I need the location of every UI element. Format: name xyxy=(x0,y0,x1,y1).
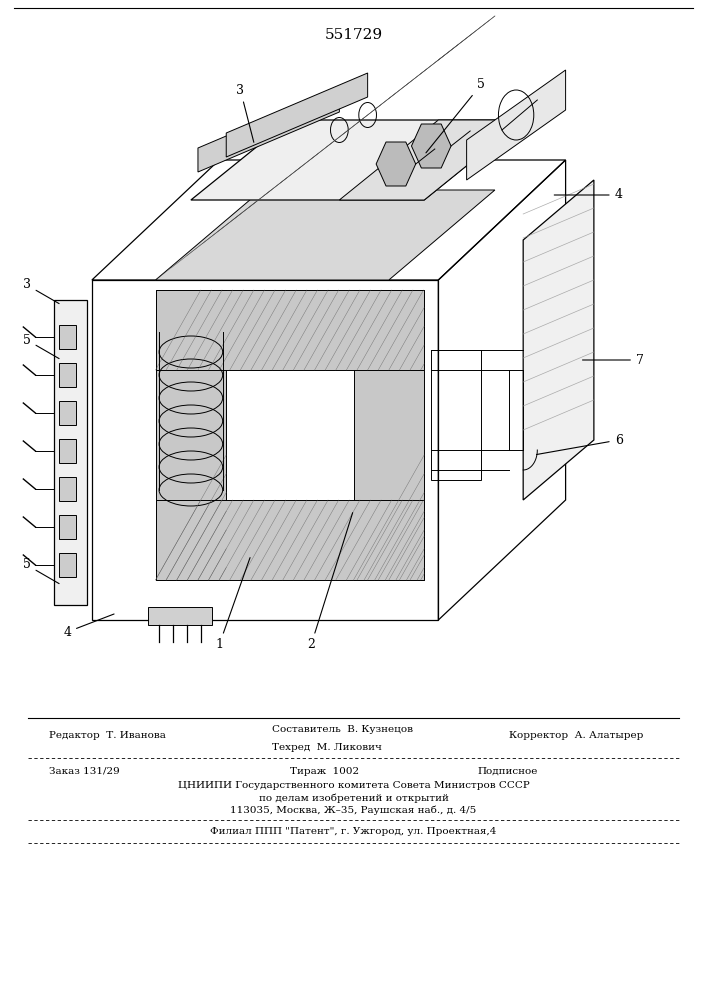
Text: 5: 5 xyxy=(23,558,59,584)
Text: Филиал ППП "Патент", г. Ужгород, ул. Проектная,4: Филиал ППП "Патент", г. Ужгород, ул. Про… xyxy=(210,828,497,836)
Text: 3: 3 xyxy=(23,278,59,304)
Text: Техред  М. Ликович: Техред М. Ликович xyxy=(272,742,382,752)
FancyBboxPatch shape xyxy=(59,363,76,387)
Text: 551729: 551729 xyxy=(325,28,382,42)
Text: 5: 5 xyxy=(426,79,485,153)
Text: 2: 2 xyxy=(307,513,353,652)
Polygon shape xyxy=(156,290,424,370)
FancyBboxPatch shape xyxy=(59,439,76,463)
Polygon shape xyxy=(156,290,226,580)
Text: Заказ 131/29: Заказ 131/29 xyxy=(49,766,120,776)
Text: 6: 6 xyxy=(537,434,623,455)
Polygon shape xyxy=(156,500,424,580)
Polygon shape xyxy=(467,70,566,180)
FancyBboxPatch shape xyxy=(59,401,76,425)
Polygon shape xyxy=(226,73,368,157)
Polygon shape xyxy=(156,190,495,280)
Polygon shape xyxy=(54,300,87,605)
Polygon shape xyxy=(191,120,523,200)
Text: 1: 1 xyxy=(215,558,250,652)
FancyBboxPatch shape xyxy=(59,553,76,577)
Text: по делам изобретений и открытий: по делам изобретений и открытий xyxy=(259,793,448,803)
Text: Составитель  В. Кузнецов: Составитель В. Кузнецов xyxy=(272,726,413,734)
Text: 113035, Москва, Ж–35, Раушская наб., д. 4/5: 113035, Москва, Ж–35, Раушская наб., д. … xyxy=(230,805,477,815)
Text: 7: 7 xyxy=(583,354,644,366)
FancyBboxPatch shape xyxy=(59,325,76,349)
Text: Подписное: Подписное xyxy=(477,766,537,776)
Polygon shape xyxy=(198,88,339,172)
Text: Тираж  1002: Тираж 1002 xyxy=(290,766,359,776)
Text: 4: 4 xyxy=(63,614,114,639)
Text: Редактор  Т. Иванова: Редактор Т. Иванова xyxy=(49,730,166,740)
Polygon shape xyxy=(339,120,523,200)
FancyBboxPatch shape xyxy=(59,477,76,501)
Polygon shape xyxy=(148,607,212,625)
Polygon shape xyxy=(411,124,451,168)
Text: Корректор  А. Алатырер: Корректор А. Алатырер xyxy=(509,730,643,740)
Polygon shape xyxy=(376,142,416,186)
Polygon shape xyxy=(354,290,424,580)
FancyBboxPatch shape xyxy=(59,515,76,539)
Text: 5: 5 xyxy=(23,334,59,359)
Text: ЦНИИПИ Государственного комитета Совета Министров СССР: ЦНИИПИ Государственного комитета Совета … xyxy=(177,782,530,790)
Polygon shape xyxy=(523,180,594,500)
Text: 3: 3 xyxy=(236,84,254,142)
Text: 4: 4 xyxy=(554,188,623,202)
